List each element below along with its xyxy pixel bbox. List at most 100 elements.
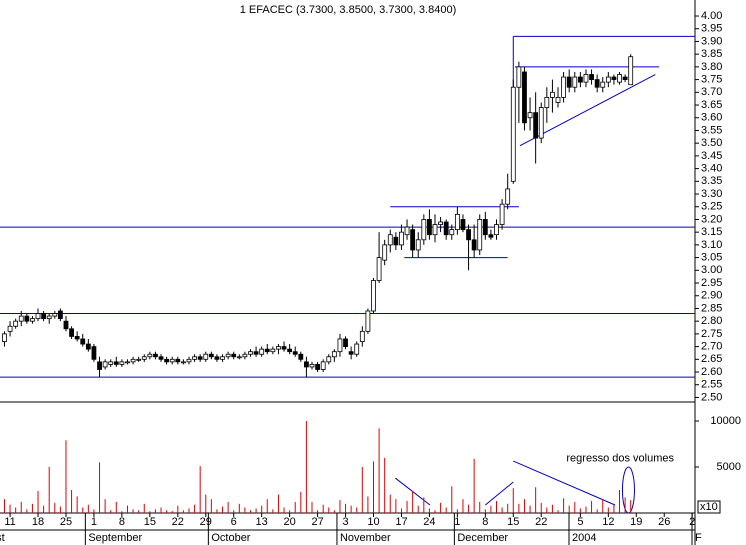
y-tick-label: 3.90 xyxy=(701,35,722,47)
volume-multiplier: x10 xyxy=(700,501,718,513)
candle-body xyxy=(477,219,483,251)
candle-body xyxy=(24,315,30,322)
candle-body xyxy=(594,79,600,88)
y-tick-label: 2.80 xyxy=(701,315,722,327)
x-tick-label: 29 xyxy=(200,516,212,528)
candle-body xyxy=(320,361,326,370)
candle-body xyxy=(18,315,24,322)
multiplier-box xyxy=(697,500,721,514)
x-tick-label: 13 xyxy=(256,516,268,528)
x-tick-label: 26 xyxy=(658,516,670,528)
candle-body xyxy=(572,76,578,88)
candle-body xyxy=(471,239,477,251)
x-tick-label: 12 xyxy=(602,516,614,528)
candle-body xyxy=(415,239,421,251)
candle-body xyxy=(13,320,19,327)
candle-body xyxy=(561,76,567,98)
candle-body xyxy=(7,325,13,332)
candle-body xyxy=(231,353,237,358)
candle-body xyxy=(393,236,399,246)
candle-body xyxy=(220,356,225,360)
y-tick-label: 3.85 xyxy=(701,48,722,60)
y-tick-label: 2.70 xyxy=(701,341,722,353)
y-tick-label: 3.60 xyxy=(701,112,722,124)
x-tick-label: 1 xyxy=(91,516,97,528)
y-tick-label: 10000 xyxy=(710,415,741,427)
x-tick-label: 15 xyxy=(144,516,156,528)
x-tick-label: 22 xyxy=(535,516,547,528)
y-tick-label: 3.80 xyxy=(701,61,722,73)
candle-body xyxy=(427,219,432,236)
y-tick-label: 3.05 xyxy=(701,252,722,264)
y-tick-label: 3.95 xyxy=(701,23,722,35)
volume-highlight xyxy=(621,466,635,514)
x-tick-label: 8 xyxy=(482,516,488,528)
candle-body xyxy=(522,71,527,124)
candle-body xyxy=(449,229,455,236)
candle-body xyxy=(281,346,287,350)
month-label: November xyxy=(340,532,391,544)
candle-body xyxy=(309,363,315,368)
candle-body xyxy=(264,348,270,353)
candle-body xyxy=(466,229,471,241)
candle-body xyxy=(359,330,365,342)
candle-body xyxy=(141,356,147,360)
candle-body xyxy=(331,351,337,358)
candle-body xyxy=(399,231,404,246)
month-label: September xyxy=(88,532,142,544)
y-tick-label: 3.25 xyxy=(701,201,722,213)
y-tick-label: 3.35 xyxy=(701,175,722,187)
candle-body xyxy=(499,203,505,225)
y-tick-label: 3.50 xyxy=(701,137,722,149)
candle-body xyxy=(108,361,114,365)
y-tick-label: 2.60 xyxy=(701,366,722,378)
candle-body xyxy=(225,353,231,358)
candle-body xyxy=(589,74,594,80)
candle-body xyxy=(611,76,617,80)
x-tick-label: 19 xyxy=(630,516,642,528)
candle-body xyxy=(600,81,606,88)
candle-body xyxy=(326,356,332,363)
candle-body xyxy=(102,361,108,368)
candle-body xyxy=(2,333,7,342)
y-tick-label: 2.85 xyxy=(701,302,722,314)
candle-body xyxy=(242,353,248,358)
candle-body xyxy=(85,343,91,350)
candle-body xyxy=(510,86,516,182)
y-tick-label: 3.20 xyxy=(701,213,722,225)
y-tick-label: 2.65 xyxy=(701,353,722,365)
y-tick-label: 2.55 xyxy=(701,379,722,391)
y-tick-label: 3.40 xyxy=(701,163,722,175)
y-tick-label: 2.95 xyxy=(701,277,722,289)
x-tick-label: 1 xyxy=(454,516,460,528)
candle-body xyxy=(186,358,192,363)
chart-title: 1 EFACEC (3.7300, 3.8500, 3.7300, 3.8400… xyxy=(240,4,456,16)
month-label: December xyxy=(457,532,508,544)
candle-body xyxy=(74,336,80,340)
candle-body xyxy=(175,358,181,363)
candle-body xyxy=(97,361,102,370)
y-tick-label: 3.45 xyxy=(701,150,722,162)
candle-body xyxy=(421,219,427,241)
y-tick-label: 3.00 xyxy=(701,264,722,276)
volume-trend-line xyxy=(513,460,616,506)
candle-body xyxy=(488,234,494,238)
candle-body xyxy=(544,96,550,108)
x-tick-label: 24 xyxy=(423,516,435,528)
candle-body xyxy=(113,361,119,365)
candle-body xyxy=(125,361,130,364)
candle-body xyxy=(57,310,63,320)
y-tick-label: 3.70 xyxy=(701,86,722,98)
x-tick-label: 15 xyxy=(507,516,519,528)
candle-body xyxy=(348,351,354,355)
candle-body xyxy=(443,221,449,236)
candle-body xyxy=(270,348,276,353)
x-tick-label: 22 xyxy=(172,516,184,528)
candle-body xyxy=(158,356,164,360)
candle-body xyxy=(605,76,611,83)
candle-body xyxy=(505,188,511,205)
candle-body xyxy=(253,351,259,355)
y-tick-label: 2.90 xyxy=(701,290,722,302)
